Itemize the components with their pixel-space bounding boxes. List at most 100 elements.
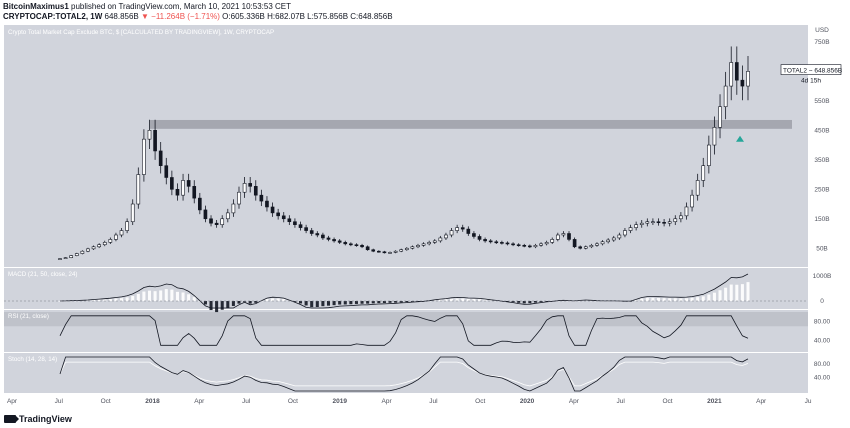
x-tick-label: Apr [7,398,18,405]
candle-body [119,230,124,236]
candle-body [365,246,370,251]
candle-body [186,180,191,187]
stoch-k-line [59,356,749,392]
candle-body [606,239,610,243]
candle-body [572,239,577,248]
candle-body [237,191,241,205]
candle-body [354,244,359,247]
macd-bar [410,301,414,302]
macd-bar [505,301,510,302]
footer: TradingView [4,414,72,424]
macd-bar [114,298,118,301]
macd-bar [276,298,280,301]
x-tick-label: 2019 [333,398,348,405]
footer-brand: TradingView [19,414,72,424]
y-tick-label: 50B [816,245,828,252]
candle-body [639,222,644,225]
candle-body [74,253,79,256]
macd-bar [450,298,454,301]
macd-bar [203,301,207,305]
macd-bar [187,294,191,301]
x-tick-label: Jul [617,398,626,405]
candle-body [567,233,571,240]
tradingview-logo-icon [4,415,19,423]
candle-body [449,230,454,236]
candle-body [175,188,180,196]
candle-body [701,165,706,181]
candle-body [136,174,141,205]
x-tick-label: Apr [569,398,580,405]
candle-body [231,203,236,214]
macd-bar [724,287,728,301]
candle-body [628,227,633,231]
candle-body [209,218,213,224]
candle-body [460,227,465,230]
macd-bar [477,299,482,301]
macd-bar [679,298,683,301]
candle-body [600,241,605,245]
x-tick-label: Jul [429,398,438,405]
x-tick-label: Oct [288,398,298,405]
macd-bar [103,299,107,301]
candle-body [360,245,364,248]
candle-body [656,221,661,224]
candle-body [589,245,594,248]
author-name[interactable]: BitcoinMaximus1 [3,2,69,11]
macd-bar [539,301,543,303]
macd-tick-label: 0 [820,298,824,305]
macd-bar [293,301,297,302]
candle-body [371,249,376,252]
candle-body [69,255,74,258]
candle-body [91,246,96,250]
macd-line [59,273,749,309]
candle-body [97,244,101,248]
macd-bar [287,300,291,301]
macd-bar [438,299,442,301]
candle-body [130,203,135,223]
macd-bar [315,301,319,307]
macd-bar [377,301,381,304]
macd-bar [528,301,532,304]
macd-bar [220,301,224,310]
macd-bar [265,298,269,301]
candle-body [192,186,197,199]
macd-bar [740,284,744,301]
candle-body [153,130,157,152]
candle-body [444,234,448,239]
candle-body [539,243,543,246]
macd-bar [640,298,644,301]
macd-bar [92,299,96,301]
candle-body [472,233,476,237]
candle-body [544,242,549,245]
macd-bar [159,290,163,301]
chart-area[interactable]: Crypto Total Market Cap Exclude BTC, $ [… [0,23,850,413]
candle-body [410,246,415,249]
macd-bar [271,298,275,301]
candle-body [611,237,616,241]
candle-body [662,222,666,224]
macd-bar [511,301,515,303]
candle-body [388,252,392,254]
x-tick-label: 2020 [520,398,535,405]
macd-bar [651,297,655,301]
candle-body [729,62,734,87]
candle-body [421,243,426,246]
candle-body [147,130,152,140]
candle-body [416,245,420,248]
stoch-panel-bg [4,353,808,393]
macd-bar [147,290,152,301]
candle-body [645,221,650,224]
candle-body [427,242,431,245]
x-tick-label: Apr [756,398,767,405]
candle-body [304,227,308,231]
candle-body [281,215,286,220]
publish-info: BitcoinMaximus1 published on TradingView… [3,2,291,12]
symbol-info: CRYPTOCAP:TOTAL2, 1W 648.856B ▼ −11.264B… [3,12,393,22]
macd-bar [282,298,286,301]
y-tick-label: 750B [814,39,829,46]
macd-bar [153,291,157,301]
candle-body [326,237,331,240]
resistance-zone [150,119,792,129]
macd-bar [382,301,386,304]
y-tick-label: 250B [814,186,829,193]
